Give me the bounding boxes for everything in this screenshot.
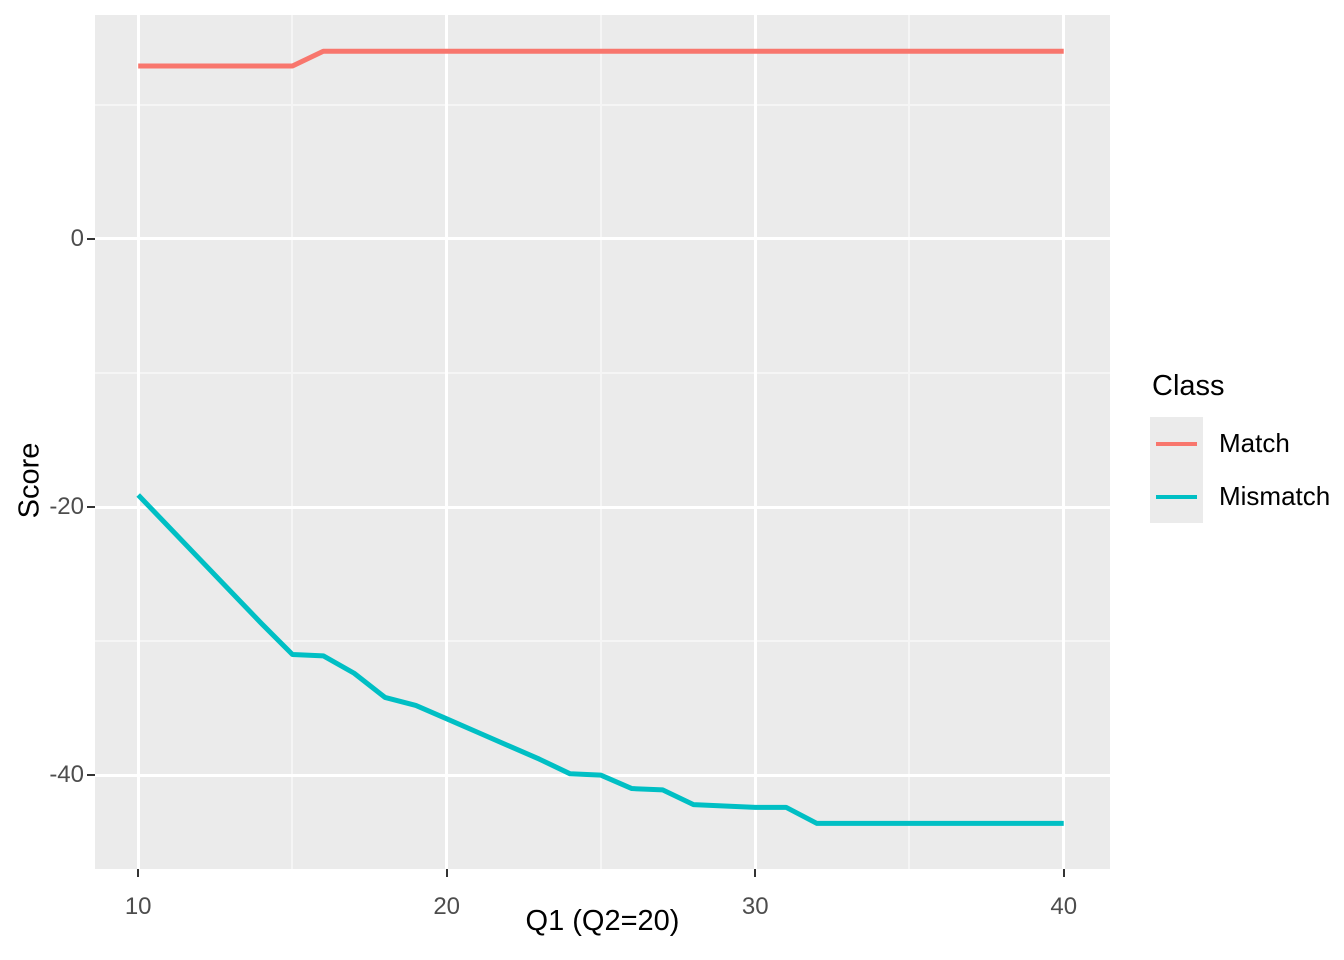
y-axis-tick-labels: 0 -20 -40: [14, 0, 84, 960]
legend-item-mismatch[interactable]: Mismatch: [1150, 470, 1340, 523]
x-tick-label: 40: [1050, 893, 1078, 920]
legend-line-icon: [1156, 441, 1197, 446]
x-tick-mark: [137, 869, 140, 877]
gridline-minor-y: [95, 371, 1110, 374]
gridline-major-y: [95, 505, 1110, 509]
plot-panel: [95, 15, 1110, 869]
x-tick-mark: [1062, 869, 1065, 877]
y-tick-label: -40: [49, 761, 84, 789]
legend: Class Match Mismatch: [1150, 370, 1340, 523]
gridline-major-x: [445, 15, 449, 869]
legend-key-swatch: [1150, 417, 1203, 470]
legend-item-match[interactable]: Match: [1150, 417, 1340, 470]
gridline-major-y: [95, 237, 1110, 241]
y-tick-mark: [87, 774, 95, 777]
x-tick-label: 20: [433, 893, 461, 920]
y-tick-label: -20: [49, 493, 84, 521]
gridline-minor-x: [291, 15, 294, 869]
legend-item-label: Match: [1219, 428, 1290, 458]
gridline-minor-y: [95, 640, 1110, 643]
gridline-major-x: [136, 15, 140, 869]
legend-item-label: Mismatch: [1219, 481, 1331, 511]
legend-items: Match Mismatch: [1150, 417, 1340, 523]
legend-title: Class: [1152, 370, 1225, 402]
data-series-layer: [136, 48, 1064, 826]
x-axis-title: Q1 (Q2=20): [525, 905, 680, 937]
legend-line-icon: [1156, 494, 1197, 499]
gridline-minor-x: [908, 15, 911, 869]
x-tick-label: 30: [741, 893, 769, 920]
x-tick-label: 10: [124, 893, 152, 920]
x-tick-mark: [754, 869, 757, 877]
y-tick-label: 0: [70, 224, 84, 252]
gridline-minor-x: [599, 15, 602, 869]
series-line-match: [138, 48, 1064, 69]
series-line-mismatch: [136, 493, 1064, 826]
gridline-minor-y: [95, 103, 1110, 106]
y-tick-mark: [87, 506, 95, 509]
gridline-major-x: [753, 15, 757, 869]
x-tick-mark: [445, 869, 448, 877]
y-tick-mark: [87, 237, 95, 240]
gridline-major-x: [1062, 15, 1066, 869]
legend-key-swatch: [1150, 470, 1203, 523]
